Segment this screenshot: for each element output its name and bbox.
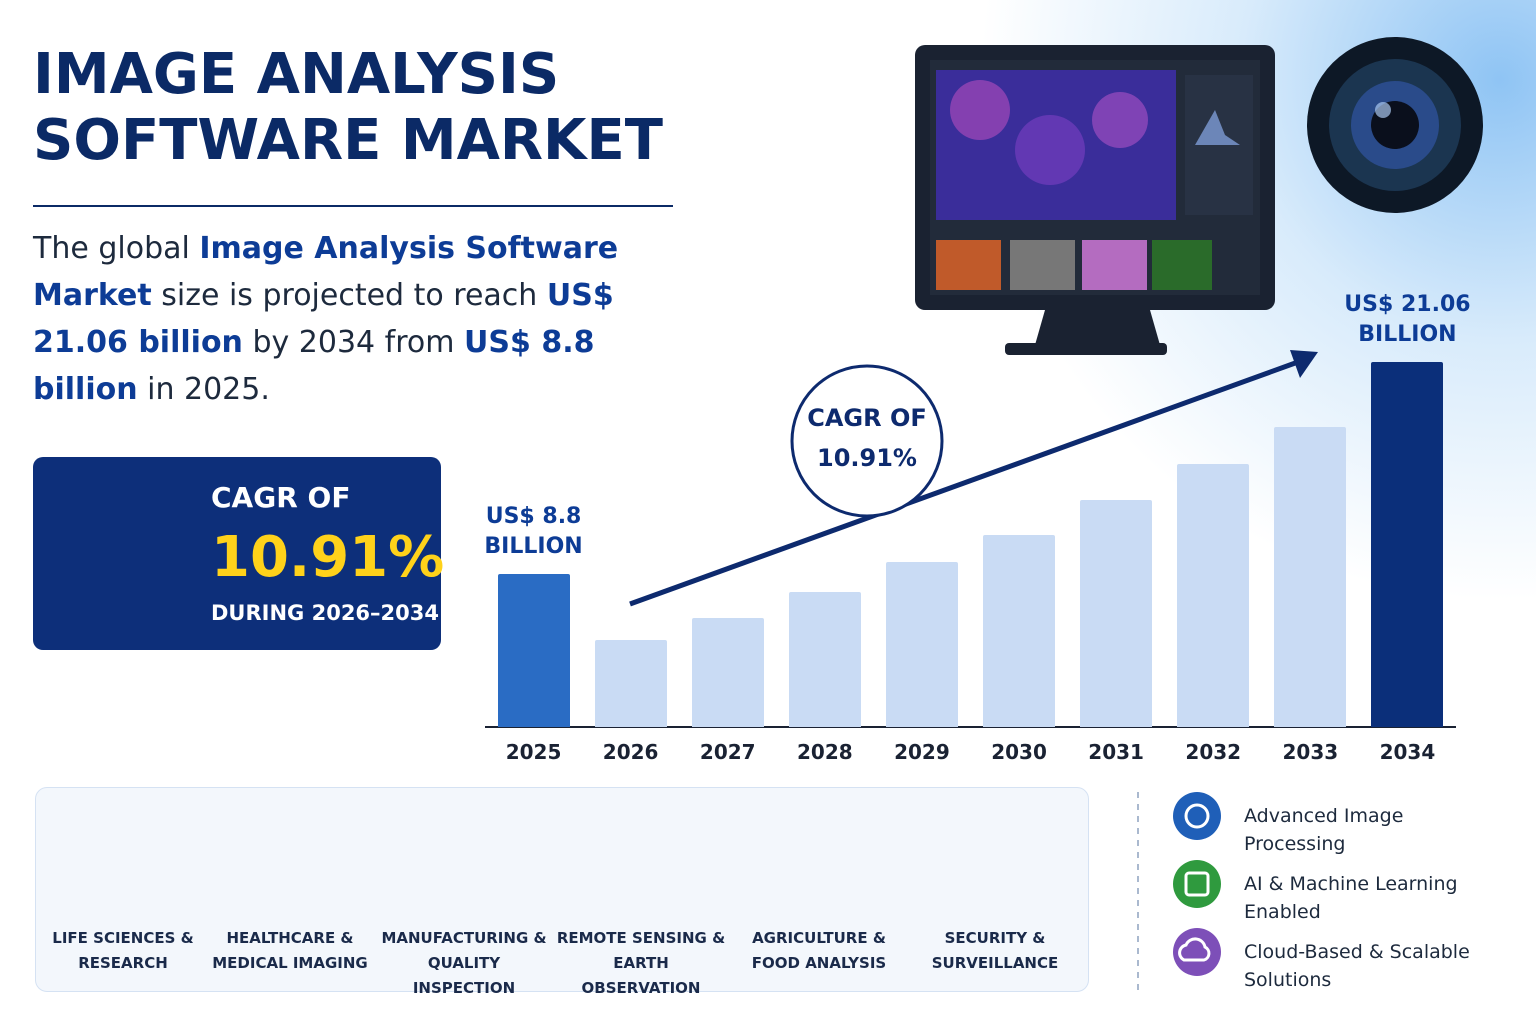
intro-part: US$ 21.06 billion — [33, 278, 614, 360]
x-tick-label: 2029 — [894, 740, 950, 764]
intro-part: by 2034 from — [242, 325, 465, 360]
x-tick-label: 2025 — [505, 740, 562, 764]
x-tick-label: 2028 — [797, 740, 853, 764]
bar — [1080, 499, 1153, 727]
x-tick-label: 2026 — [602, 740, 659, 764]
x-tick-label: 2027 — [699, 740, 756, 764]
bar — [691, 617, 764, 727]
x-tick-label: 2034 — [1379, 740, 1436, 764]
bar — [1371, 362, 1444, 727]
value-label: US$ 8.8 BILLION — [484, 504, 583, 560]
cagr-value: 10.91% — [211, 525, 445, 590]
cagr-period: DURING 2026–2034 — [211, 601, 439, 625]
intro-part: The global — [33, 231, 200, 266]
sector-panel — [35, 787, 1089, 992]
feature-label: AI & Machine Learning Enabled — [1244, 873, 1458, 923]
bar — [1274, 427, 1347, 727]
intro-part: US$ 8.8 billion — [33, 325, 595, 407]
x-tick-label: 2031 — [1088, 740, 1144, 764]
cagr-label: CAGR OF — [211, 481, 351, 514]
x-tick-label: 2030 — [991, 740, 1047, 764]
intro-text: The global Image Analysis Software Marke… — [33, 225, 673, 413]
title: IMAGE ANALYSIS SOFTWARE MARKET — [33, 42, 663, 173]
bar — [594, 640, 667, 727]
intro-part: in 2025. — [137, 372, 270, 407]
sector-label: MANUFACTURING & QUALITY INSPECTION — [381, 929, 547, 997]
x-tick-label: 2032 — [1185, 740, 1242, 764]
bar — [983, 534, 1056, 727]
sector-label: AGRICULTURE & FOOD ANALYSIS — [751, 929, 887, 972]
value-label: US$ 21.06 BILLION — [1344, 292, 1471, 347]
sector-label: SECURITY & SURVEILLANCE — [931, 929, 1059, 972]
sector-label: HEALTHCARE & MEDICAL IMAGING — [212, 929, 368, 972]
bar — [1177, 463, 1250, 727]
cagr-box: CAGR OF 10.91% DURING 2026–2034 — [33, 457, 445, 650]
bar — [497, 574, 570, 727]
chart-annotation: CAGR OF 10.91% — [807, 404, 927, 472]
divider — [33, 205, 673, 207]
x-tick-label: 2033 — [1282, 740, 1339, 764]
feature-label: Cloud-Based & Scalable Solutions — [1244, 941, 1470, 991]
intro-part: Image Analysis Software Market — [33, 231, 619, 313]
bar — [788, 591, 861, 727]
intro-part: size is projected to reach — [151, 278, 547, 313]
bar — [885, 562, 958, 727]
sector-label: LIFE SCIENCES & RESEARCH — [52, 929, 194, 972]
sector-label: REMOTE SENSING & EARTH OBSERVATION — [556, 929, 726, 997]
feature-label: Advanced Image Processing — [1244, 805, 1404, 855]
